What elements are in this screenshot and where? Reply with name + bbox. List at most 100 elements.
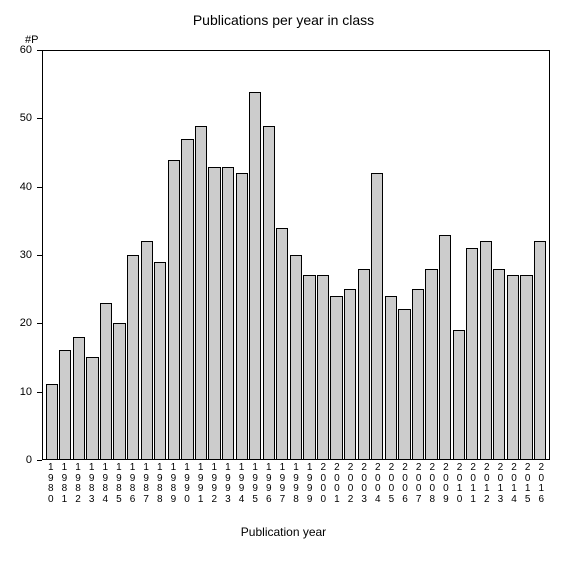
x-tick-label: 2 0 0 7	[412, 463, 426, 505]
bar	[493, 269, 505, 459]
x-tick-label: 1 9 9 9	[303, 463, 317, 505]
bar	[46, 384, 58, 459]
bar	[439, 235, 451, 459]
bar	[412, 289, 424, 459]
x-tick-label: 2 0 1 3	[494, 463, 508, 505]
bar-slot	[506, 51, 520, 459]
bar	[249, 92, 261, 459]
x-tick-label: 1 9 9 1	[194, 463, 208, 505]
bar	[330, 296, 342, 459]
y-tick-mark	[37, 187, 42, 188]
bar-slot	[140, 51, 154, 459]
x-tick-label: 1 9 8 4	[99, 463, 113, 505]
x-tick-label: 2 0 0 0	[317, 463, 331, 505]
x-tick-label: 1 9 9 6	[262, 463, 276, 505]
bar	[236, 173, 248, 459]
bar	[263, 126, 275, 459]
x-tick-label: 2 0 0 6	[398, 463, 412, 505]
bar	[181, 139, 193, 459]
x-tick-label: 1 9 8 0	[44, 463, 58, 505]
y-tick-label: 0	[0, 454, 32, 466]
bar	[453, 330, 465, 459]
bars-group	[43, 51, 549, 459]
bar	[127, 255, 139, 459]
x-tick-label: 2 0 1 4	[507, 463, 521, 505]
chart-container: Publications per year in class #P 010203…	[0, 0, 567, 567]
y-tick-mark	[37, 392, 42, 393]
bar-slot	[398, 51, 412, 459]
bar-slot	[330, 51, 344, 459]
y-tick-label: 50	[0, 112, 32, 124]
bar	[208, 167, 220, 459]
x-tick-label: 1 9 8 3	[85, 463, 99, 505]
x-tick-label: 2 0 0 5	[385, 463, 399, 505]
bar-slot	[154, 51, 168, 459]
y-tick-mark	[37, 118, 42, 119]
y-tick-label: 30	[0, 249, 32, 261]
bar	[520, 275, 532, 459]
bar-slot	[59, 51, 73, 459]
bar	[59, 350, 71, 459]
bar	[303, 275, 315, 459]
bar	[317, 275, 329, 459]
bar	[290, 255, 302, 459]
bar	[507, 275, 519, 459]
x-tick-label: 1 9 9 0	[180, 463, 194, 505]
bar-slot	[72, 51, 86, 459]
bar-slot	[343, 51, 357, 459]
bar-slot	[520, 51, 534, 459]
bar-slot	[248, 51, 262, 459]
bar	[358, 269, 370, 459]
bar-slot	[371, 51, 385, 459]
x-tick-label: 2 0 0 8	[426, 463, 440, 505]
x-axis-title: Publication year	[0, 525, 567, 539]
y-tick-label: 60	[0, 44, 32, 56]
bar-slot	[316, 51, 330, 459]
x-tick-label: 1 9 8 7	[139, 463, 153, 505]
x-tick-label: 2 0 1 5	[521, 463, 535, 505]
x-tick-label: 1 9 8 6	[126, 463, 140, 505]
x-tick-label: 1 9 8 2	[71, 463, 85, 505]
x-tick-label: 2 0 0 3	[357, 463, 371, 505]
y-tick-label: 20	[0, 317, 32, 329]
bar	[113, 323, 125, 459]
bar	[222, 167, 234, 459]
bar-slot	[533, 51, 547, 459]
x-tick-label: 1 9 9 5	[248, 463, 262, 505]
chart-title: Publications per year in class	[0, 12, 567, 28]
x-tick-label: 1 9 8 5	[112, 463, 126, 505]
bar-slot	[425, 51, 439, 459]
bar-slot	[438, 51, 452, 459]
y-tick-mark	[37, 255, 42, 256]
bar	[276, 228, 288, 459]
bar	[100, 303, 112, 459]
x-tick-label: 2 0 0 4	[371, 463, 385, 505]
x-tick-label: 1 9 9 2	[208, 463, 222, 505]
x-tick-label: 1 9 8 8	[153, 463, 167, 505]
bar-slot	[126, 51, 140, 459]
bar	[466, 248, 478, 459]
bar-slot	[221, 51, 235, 459]
x-tick-label: 2 0 1 6	[535, 463, 549, 505]
x-tick-label: 1 9 8 9	[167, 463, 181, 505]
bar-slot	[194, 51, 208, 459]
bar-slot	[303, 51, 317, 459]
bar-slot	[167, 51, 181, 459]
bar	[398, 309, 410, 459]
bar-slot	[45, 51, 59, 459]
bar-slot	[235, 51, 249, 459]
bar	[534, 241, 546, 459]
bar-slot	[181, 51, 195, 459]
bar	[154, 262, 166, 459]
bar	[425, 269, 437, 459]
bar	[168, 160, 180, 459]
bar	[86, 357, 98, 459]
bar	[73, 337, 85, 459]
bar-slot	[113, 51, 127, 459]
x-tick-label: 2 0 1 1	[466, 463, 480, 505]
bar	[195, 126, 207, 459]
y-tick-label: 40	[0, 181, 32, 193]
bar-slot	[411, 51, 425, 459]
x-tick-labels: 1 9 8 01 9 8 11 9 8 21 9 8 31 9 8 41 9 8…	[42, 463, 550, 505]
x-tick-label: 2 0 0 2	[344, 463, 358, 505]
